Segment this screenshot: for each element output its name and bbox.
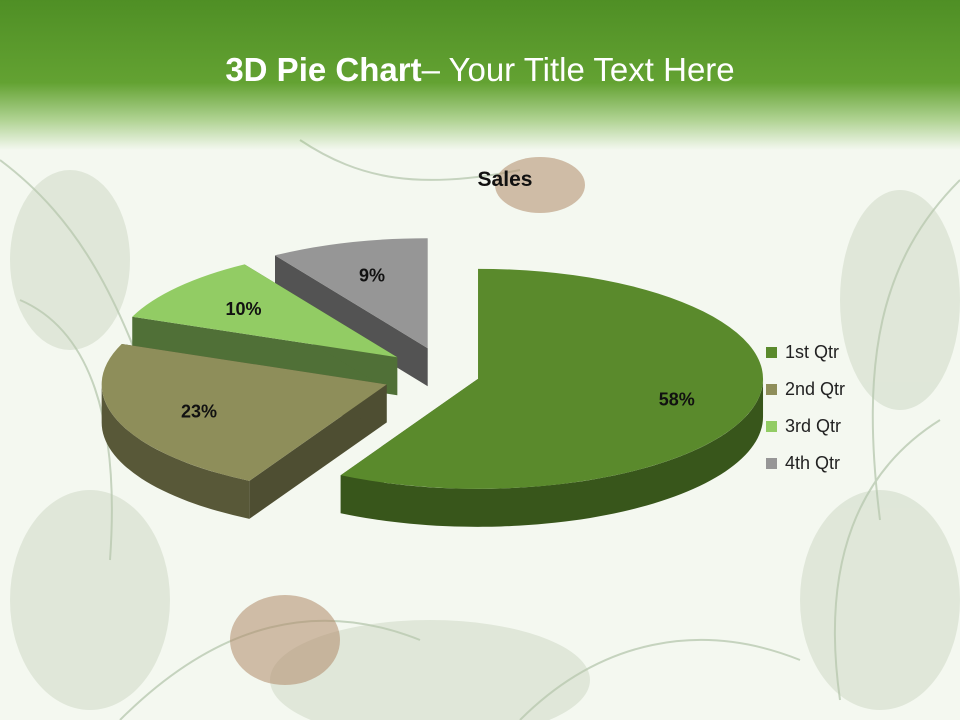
legend-label: 1st Qtr <box>785 342 840 362</box>
data-label: 9% <box>359 265 385 285</box>
legend-label: 2nd Qtr <box>785 379 846 399</box>
legend-item: 1st Qtr <box>766 334 845 371</box>
data-label: 10% <box>225 299 261 319</box>
pie-slice-top <box>132 264 398 358</box>
pie-slice-2 <box>101 343 387 519</box>
legend-label: 3rd Qtr <box>785 416 842 436</box>
pie-slice-wall <box>249 384 387 519</box>
data-label: 23% <box>181 402 217 422</box>
legend-item: 2nd Qtr <box>766 371 845 408</box>
legend-swatch <box>766 347 777 358</box>
legend-swatch <box>766 384 777 395</box>
data-label: 58% <box>659 390 695 410</box>
legend-swatch <box>766 421 777 432</box>
chart-title: Sales <box>477 168 533 191</box>
legend-item: 3rd Qtr <box>766 408 845 445</box>
slide-title-rest: – Your Title Text Here <box>421 51 735 88</box>
slide-title: 3D Pie Chart– Your Title Text Here <box>0 48 960 92</box>
pie-slice-1 <box>340 268 764 527</box>
legend-swatch <box>766 458 777 469</box>
legend: 1st Qtr 2nd Qtr 3rd Qtr 4th Qtr <box>766 334 845 482</box>
pie-slice-top <box>101 343 387 481</box>
pie-slice-top <box>340 268 764 489</box>
pie-slice-3 <box>132 264 398 396</box>
pie-slice-top <box>274 238 428 349</box>
slide-title-bold: 3D Pie Chart <box>225 51 422 88</box>
pie-slice-edge <box>101 384 250 519</box>
legend-item: 4th Qtr <box>766 445 845 482</box>
pie-slice-wall <box>132 316 398 396</box>
pie-slice-edge <box>340 378 764 527</box>
title-band <box>0 0 960 150</box>
legend-label: 4th Qtr <box>785 453 841 473</box>
